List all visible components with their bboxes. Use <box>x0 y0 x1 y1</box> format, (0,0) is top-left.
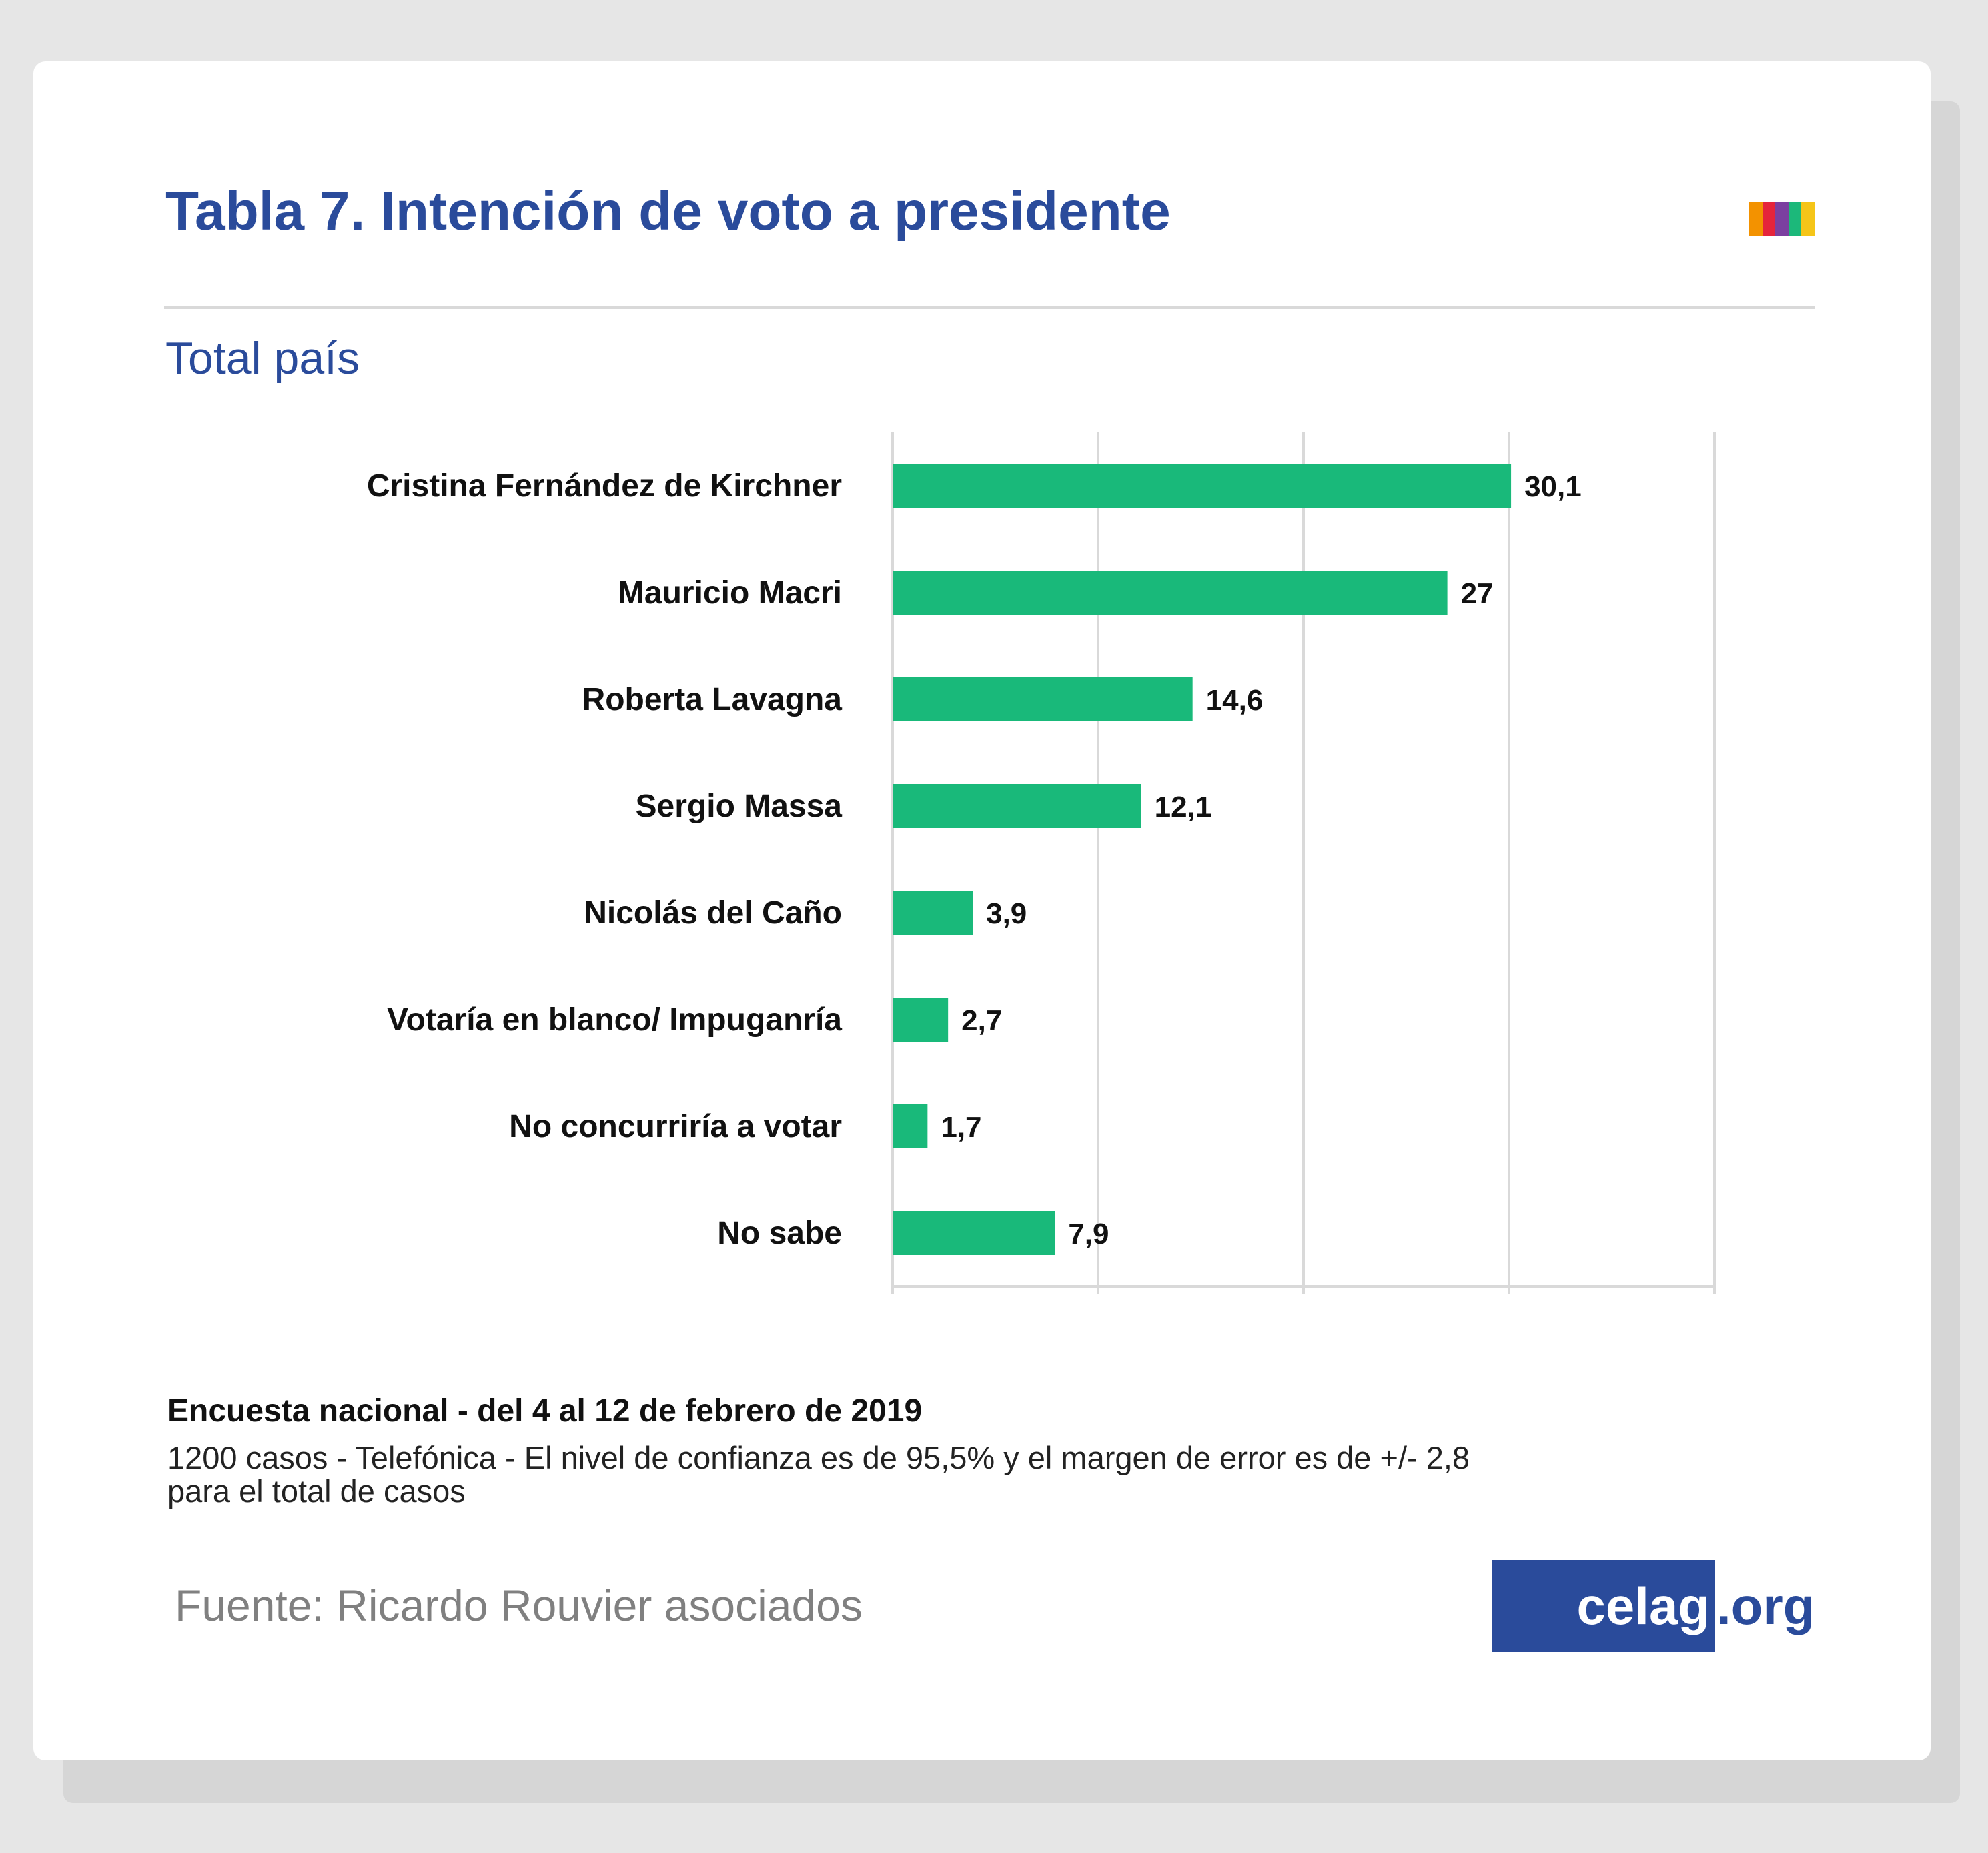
chart-subtitle: Total país <box>165 333 360 384</box>
value-label-4: 3,9 <box>986 897 1027 930</box>
bar-3 <box>893 784 1141 828</box>
logo-bar-3 <box>1788 202 1802 236</box>
logo-bar-1 <box>1762 202 1776 236</box>
logo-bar-2 <box>1775 202 1789 236</box>
source-text: Fuente: Ricardo Rouvier asociados <box>175 1581 863 1630</box>
brand-main: celag <box>1492 1560 1715 1652</box>
survey-title: Encuesta nacional - del 4 al 12 de febre… <box>167 1393 923 1429</box>
value-label-5: 2,7 <box>961 1004 1002 1037</box>
value-label-2: 14,6 <box>1206 684 1264 717</box>
bar-0 <box>893 464 1512 508</box>
bar-1 <box>893 571 1448 615</box>
category-label-3: Sergio Massa <box>636 789 843 824</box>
value-label-0: 30,1 <box>1524 470 1582 503</box>
category-label-4: Nicolás del Caño <box>584 895 842 931</box>
category-label-0: Cristina Fernández de Kirchner <box>367 468 842 504</box>
logo-bar-4 <box>1801 202 1815 236</box>
bar-2 <box>893 677 1193 721</box>
value-label-6: 1,7 <box>941 1111 981 1144</box>
category-label-5: Votaría en blanco/ Impuganría <box>387 1002 842 1038</box>
value-label-3: 12,1 <box>1155 791 1212 823</box>
logo-bar-0 <box>1749 202 1763 236</box>
logo-color-bars <box>1749 202 1815 236</box>
category-label-6: No concurriría a votar <box>509 1109 842 1144</box>
survey-note: 1200 casos - Telefónica - El nivel de co… <box>167 1440 1470 1509</box>
bar-4 <box>893 891 973 935</box>
divider <box>164 306 1815 309</box>
category-label-1: Mauricio Macri <box>618 575 842 611</box>
bar-6 <box>893 1104 928 1148</box>
category-label-7: No sabe <box>717 1216 842 1251</box>
category-label-2: Roberta Lavagna <box>582 682 843 717</box>
page-title: Tabla 7. Intención de voto a presidente <box>165 181 1171 242</box>
brand-tail: .org <box>1716 1576 1815 1635</box>
bar-7 <box>893 1211 1055 1255</box>
celag-logo: celag .org <box>1492 1560 1815 1652</box>
card <box>33 61 1931 1760</box>
value-label-1: 27 <box>1461 577 1494 610</box>
bar-5 <box>893 998 949 1042</box>
value-label-7: 7,9 <box>1068 1218 1109 1250</box>
